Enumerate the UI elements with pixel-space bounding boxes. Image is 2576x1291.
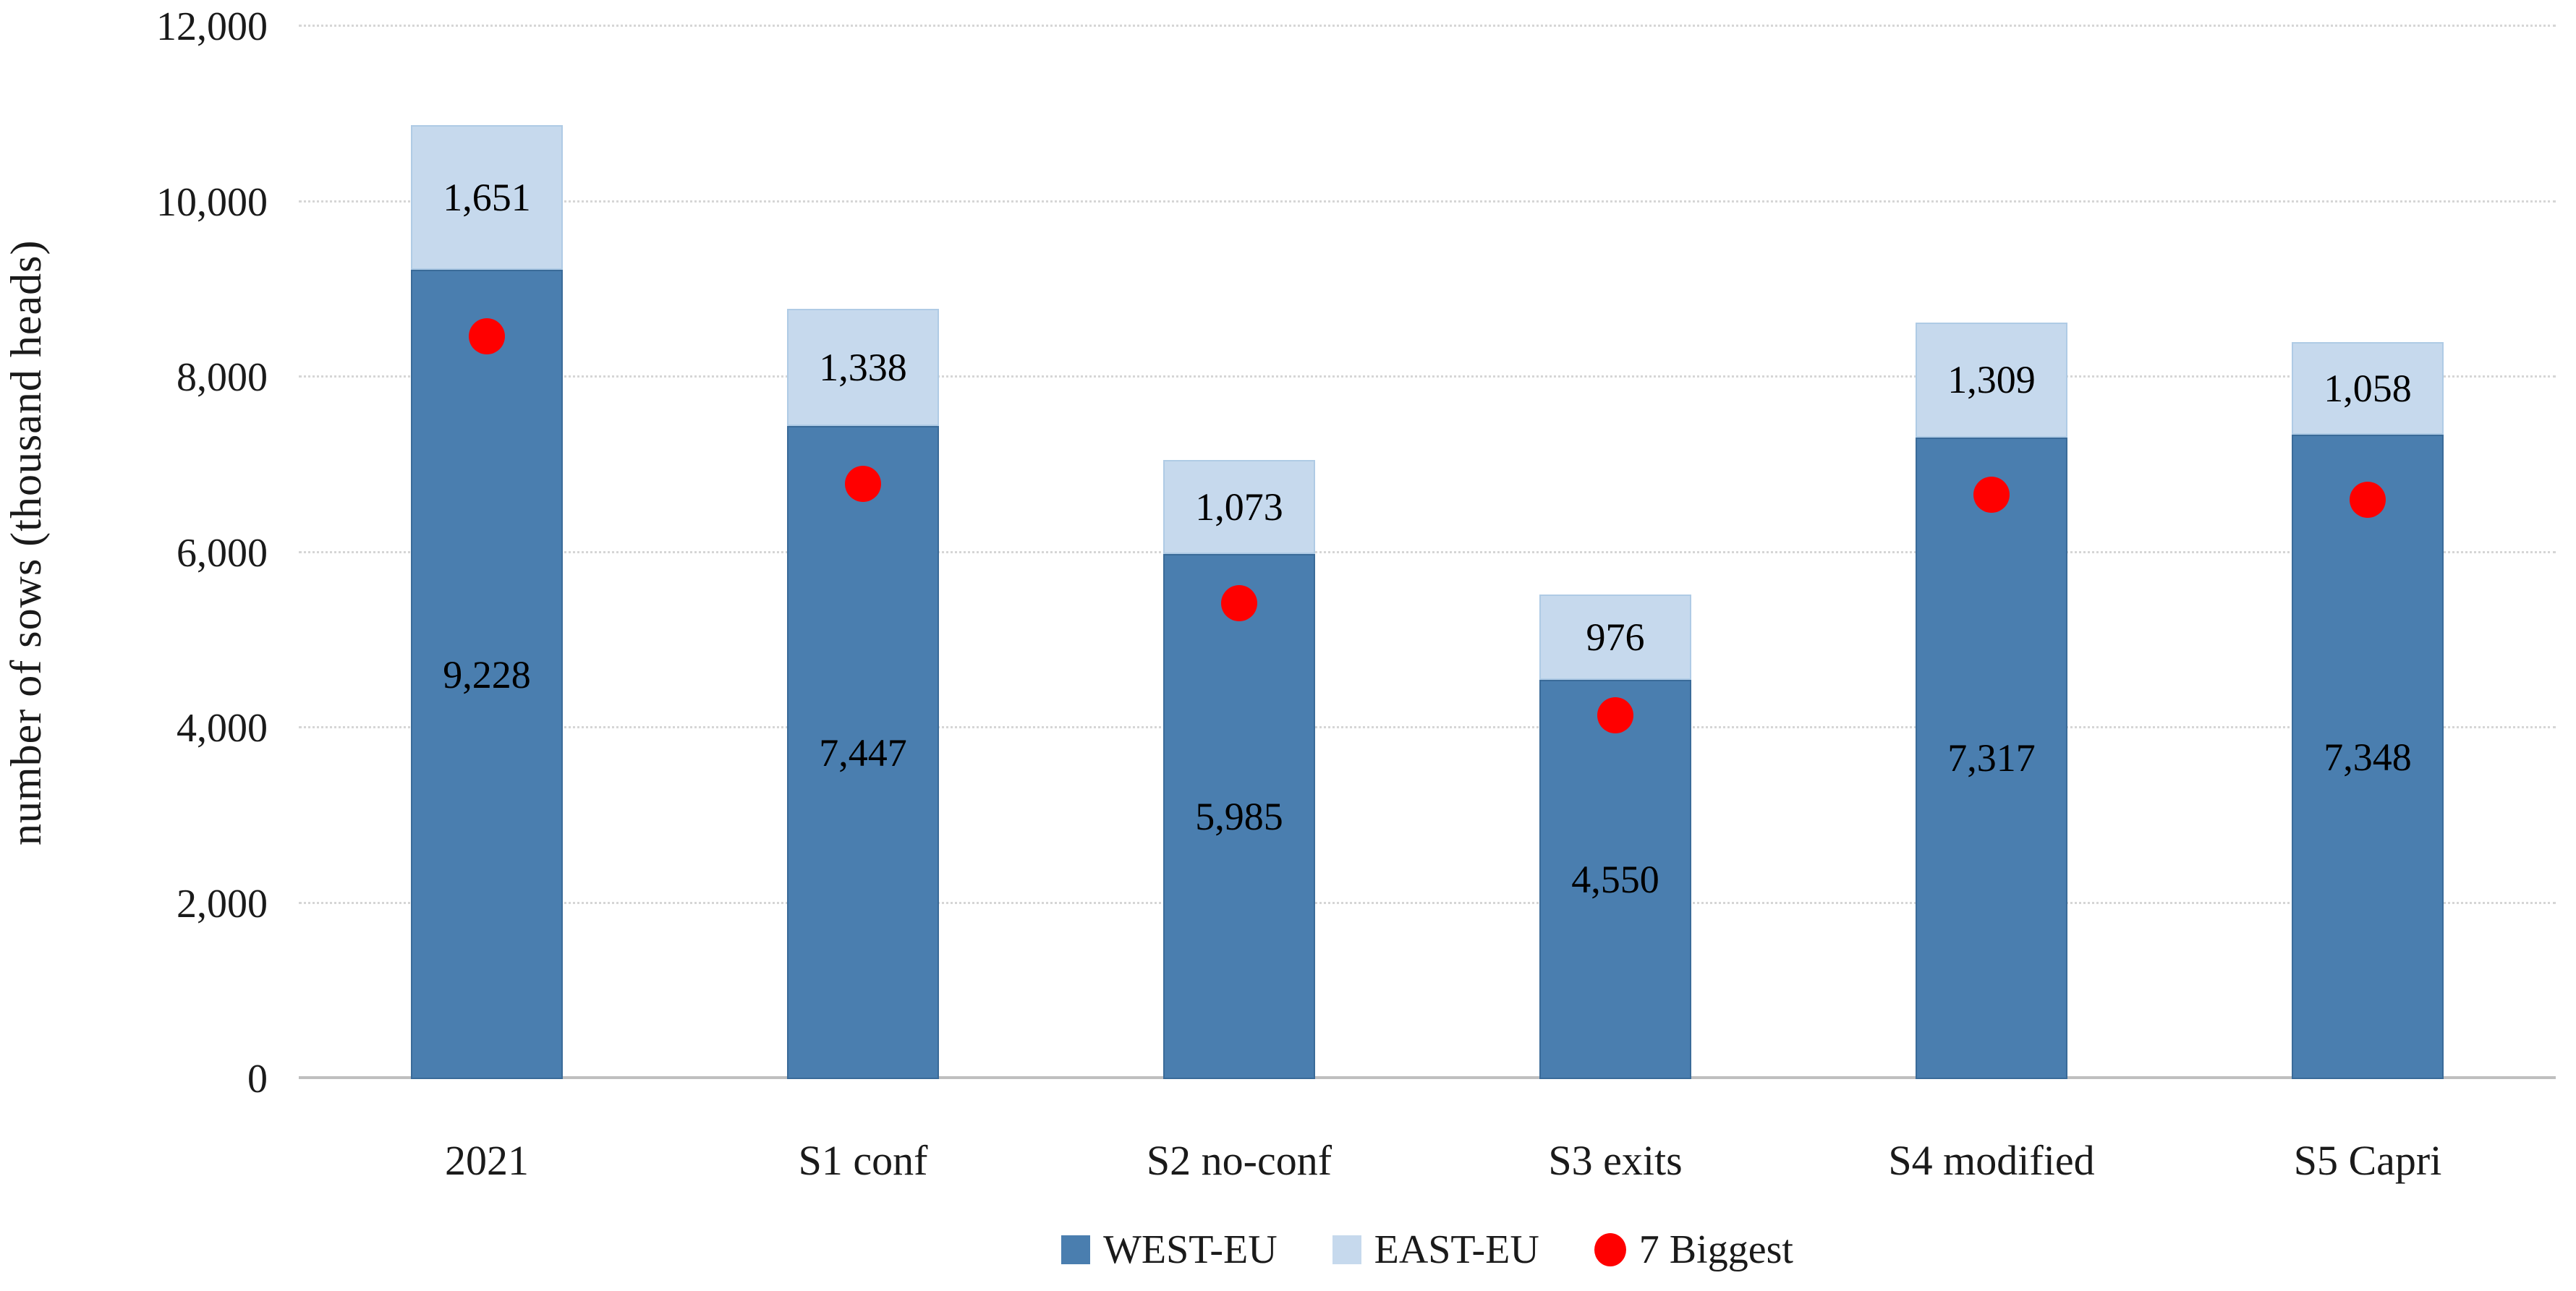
legend-label: WEST-EU — [1103, 1227, 1278, 1272]
legend-item-east-eu: EAST-EU — [1332, 1227, 1539, 1273]
seven-biggest-marker — [845, 465, 881, 502]
gridline — [299, 375, 2556, 378]
gridline — [299, 550, 2556, 553]
seven-biggest-marker — [469, 318, 505, 355]
legend-red-dot-icon — [1594, 1233, 1626, 1266]
bar-segment-west-eu: 5,985 — [1163, 554, 1315, 1079]
x-axis-baseline — [299, 1076, 2556, 1079]
legend-color-swatch-icon — [1061, 1235, 1091, 1264]
bar-segment-east-eu: 976 — [1539, 594, 1691, 681]
east-eu-value-label: 1,058 — [2324, 366, 2412, 410]
y-tick-label: 10,000 — [156, 179, 268, 225]
y-tick-label: 0 — [247, 1057, 268, 1102]
x-tick-label: S5 Capri — [2293, 1137, 2442, 1184]
seven-biggest-marker — [1221, 584, 1257, 621]
x-tick-label: S3 exits — [1548, 1137, 1683, 1184]
west-eu-value-label: 5,985 — [1195, 795, 1283, 839]
seven-biggest-marker — [1597, 696, 1633, 733]
x-tick-label: S2 no-conf — [1146, 1137, 1332, 1184]
seven-biggest-marker — [1973, 477, 2010, 514]
y-tick-label: 12,000 — [156, 4, 268, 49]
east-eu-value-label: 1,309 — [1947, 358, 2036, 402]
y-tick-label: 4,000 — [177, 706, 268, 751]
seven-biggest-marker — [2350, 481, 2386, 518]
bar-segment-east-eu: 1,073 — [1163, 460, 1315, 555]
east-eu-value-label: 1,651 — [443, 176, 531, 220]
gridline — [299, 726, 2556, 728]
west-eu-value-label: 7,447 — [819, 730, 907, 775]
east-eu-value-label: 1,073 — [1195, 485, 1283, 529]
x-tick-label: S4 modified — [1888, 1137, 2095, 1184]
legend-color-swatch-icon — [1332, 1235, 1361, 1264]
bar-segment-east-eu: 1,338 — [787, 308, 939, 427]
gridline — [299, 200, 2556, 203]
east-eu-value-label: 976 — [1586, 615, 1645, 660]
legend-label: EAST-EU — [1374, 1227, 1539, 1272]
legend: WEST-EU EAST-EU 7 Biggest — [299, 1221, 2556, 1279]
plot-area: 9,228 1,651 7,447 1,338 5,985 1,073 4,550 976 7,… — [299, 25, 2556, 1079]
bar-segment-west-eu: 7,348 — [2292, 435, 2444, 1079]
bar-segment-east-eu: 1,651 — [411, 124, 563, 270]
east-eu-value-label: 1,338 — [819, 345, 907, 389]
bar-segment-west-eu: 7,447 — [787, 426, 939, 1079]
y-tick-label: 2,000 — [177, 881, 268, 926]
gridline — [299, 901, 2556, 904]
legend-item-west-eu: WEST-EU — [1061, 1227, 1278, 1273]
west-eu-value-label: 7,317 — [1947, 736, 2036, 780]
y-tick-label: 6,000 — [177, 530, 268, 576]
x-tick-label: S1 conf — [798, 1137, 928, 1184]
bar-segment-east-eu: 1,058 — [2292, 341, 2444, 435]
bar-segment-west-eu: 7,317 — [1916, 437, 2067, 1079]
legend-item-7-biggest: 7 Biggest — [1594, 1227, 1793, 1273]
gridline — [299, 25, 2556, 27]
bar-segment-east-eu: 1,309 — [1916, 323, 2067, 438]
bar-segment-west-eu: 9,228 — [411, 270, 563, 1079]
west-eu-value-label: 9,228 — [443, 652, 531, 696]
x-tick-label: 2021 — [445, 1137, 529, 1184]
west-eu-value-label: 7,348 — [2324, 735, 2412, 779]
legend-label: 7 Biggest — [1638, 1227, 1793, 1272]
west-eu-value-label: 4,550 — [1571, 858, 1659, 902]
bar-segment-west-eu: 4,550 — [1539, 680, 1691, 1079]
y-tick-label: 8,000 — [177, 355, 268, 400]
